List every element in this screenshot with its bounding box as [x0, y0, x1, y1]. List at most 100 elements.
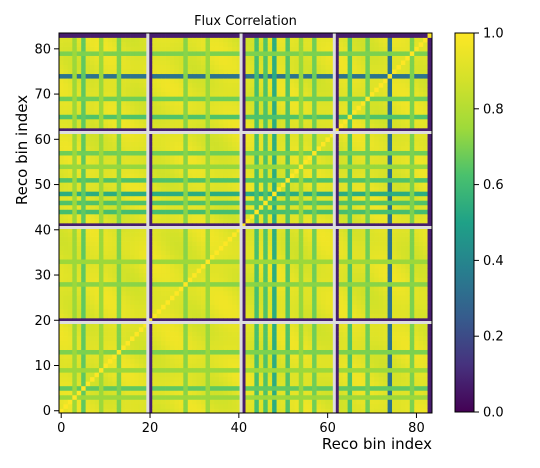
heatmap-cell: [258, 245, 264, 251]
heatmap-cell: [165, 304, 171, 310]
heatmap-cell: [241, 250, 246, 256]
heatmap-cell: [307, 105, 313, 111]
heatmap-cell: [227, 318, 233, 323]
heatmap-cell: [90, 137, 95, 142]
heatmap-cell: [201, 354, 206, 360]
heatmap-cell: [312, 123, 317, 129]
heatmap-cell: [294, 313, 300, 319]
heatmap-cell: [107, 78, 113, 84]
heatmap-cell: [249, 340, 255, 346]
heatmap-cell: [289, 87, 295, 93]
heatmap-cell: [143, 150, 149, 156]
heatmap-cell: [201, 64, 206, 70]
heatmap-cell: [232, 55, 237, 61]
heatmap-cell: [76, 236, 82, 242]
heatmap-cell: [112, 259, 118, 265]
heatmap-cell: [205, 200, 211, 206]
heatmap-cell: [281, 236, 286, 242]
heatmap-cell: [227, 327, 233, 332]
heatmap-cell: [152, 399, 158, 405]
heatmap-cell: [165, 33, 171, 38]
heatmap-cell: [232, 109, 237, 115]
heatmap-cell: [241, 114, 246, 120]
heatmap-cell: [76, 263, 82, 269]
heatmap-cell: [90, 399, 95, 405]
heatmap-cell: [227, 263, 233, 269]
heatmap-cell: [218, 263, 224, 269]
heatmap-cell: [249, 227, 255, 233]
heatmap-cell: [320, 318, 326, 323]
heatmap-cell: [258, 304, 264, 310]
heatmap-cell: [192, 150, 197, 156]
heatmap-cell: [156, 195, 162, 201]
heatmap-cell: [276, 173, 282, 179]
heatmap-cell: [98, 191, 104, 197]
heatmap-cell: [254, 100, 260, 106]
heatmap-cell: [192, 168, 197, 174]
heatmap-cell: [258, 281, 264, 287]
heatmap-cell: [285, 318, 291, 323]
heatmap-cell: [183, 390, 189, 396]
heatmap-cell: [281, 182, 286, 188]
heatmap-cell: [267, 281, 273, 287]
heatmap-cell: [294, 340, 300, 346]
heatmap-cell: [143, 308, 149, 314]
heatmap-cell: [187, 186, 193, 192]
heatmap-cell: [161, 168, 166, 174]
heatmap-cell: [112, 295, 118, 301]
heatmap-cell: [174, 87, 180, 93]
heatmap-cell: [103, 128, 109, 133]
heatmap-cell: [152, 331, 158, 337]
heatmap-cell: [161, 340, 166, 346]
heatmap-cell: [245, 100, 251, 106]
heatmap-cell: [90, 195, 95, 201]
heatmap-cell: [81, 177, 86, 183]
heatmap-cell: [192, 286, 197, 292]
heatmap-cell: [67, 118, 73, 124]
heatmap-cell: [192, 318, 197, 323]
heatmap-cell: [254, 69, 260, 75]
heatmap-cell: [130, 327, 135, 332]
heatmap-cell: [138, 376, 144, 382]
heatmap-cell: [178, 100, 184, 106]
heatmap-cell: [267, 60, 273, 66]
heatmap-cell: [107, 381, 113, 387]
heatmap-cell: [59, 263, 64, 269]
heatmap-cell: [81, 186, 86, 192]
heatmap-cell: [90, 42, 95, 47]
heatmap-cell: [178, 349, 184, 355]
heatmap-cell: [90, 87, 95, 93]
heatmap-cell: [249, 290, 255, 296]
heatmap-cell: [143, 272, 149, 278]
heatmap-cell: [67, 345, 73, 351]
heatmap-cell: [107, 159, 113, 165]
heatmap-cell: [258, 182, 264, 188]
heatmap-cell: [187, 191, 193, 197]
heatmap-cell: [72, 109, 78, 115]
heatmap-cell: [152, 227, 158, 233]
heatmap-cell: [98, 349, 104, 355]
heatmap-cell: [312, 313, 317, 319]
heatmap-cell: [98, 195, 104, 201]
heatmap-cell: [294, 308, 300, 314]
heatmap-cell: [316, 236, 322, 242]
heatmap-cell: [112, 118, 118, 124]
heatmap-cell: [196, 123, 202, 129]
heatmap-cell: [281, 372, 286, 378]
heatmap-cell: [72, 376, 78, 382]
heatmap-cell: [178, 363, 184, 369]
heatmap-cell: [218, 146, 224, 151]
heatmap-cell: [245, 399, 251, 405]
heatmap-cell: [174, 141, 180, 147]
heatmap-cell: [312, 78, 317, 84]
heatmap-cell: [76, 403, 82, 409]
heatmap-cell: [263, 304, 269, 310]
heatmap-cell: [138, 394, 144, 400]
heatmap-cell: [245, 304, 251, 310]
heatmap-cell: [201, 37, 206, 43]
heatmap-cell: [161, 295, 166, 301]
heatmap-cell: [316, 73, 322, 79]
heatmap-cell: [223, 64, 229, 70]
heatmap-cell: [134, 394, 140, 400]
heatmap-cell: [241, 118, 246, 124]
